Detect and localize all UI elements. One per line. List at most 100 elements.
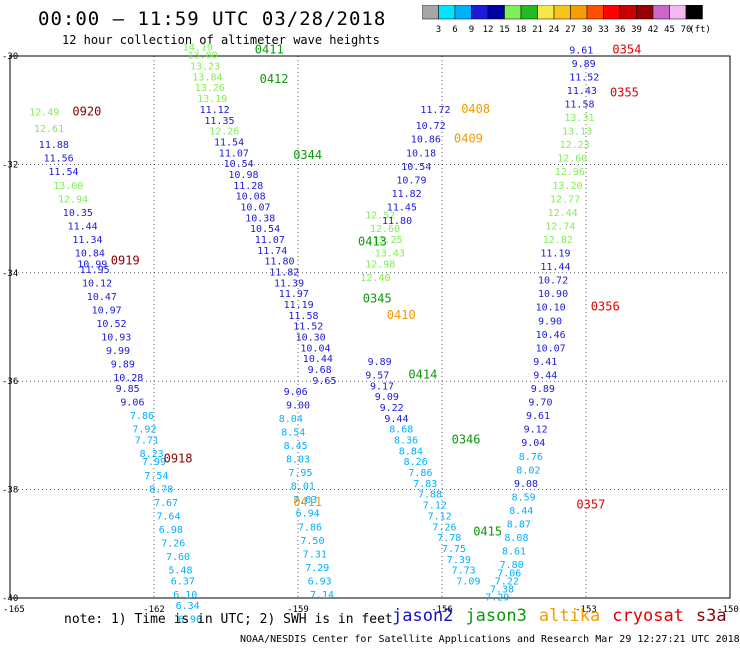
scale-tick-label: 9 (469, 25, 474, 35)
wave-height-point: 8.04 (279, 414, 303, 425)
wave-height-point: 7.83 (413, 479, 437, 490)
y-tick-label: -36 (2, 377, 18, 387)
wave-height-point: 10.07 (536, 343, 566, 354)
scale-swatch (586, 5, 604, 20)
wave-height-point: 7.60 (166, 552, 190, 563)
wave-height-point: 7.73 (452, 566, 476, 577)
wave-height-point: 13.23 (190, 62, 220, 73)
wave-height-point: 9.00 (286, 400, 310, 411)
wave-height-point: 11.39 (274, 278, 304, 289)
wave-height-point: 8.45 (284, 441, 308, 452)
wave-height-point: 9.85 (116, 384, 140, 395)
wave-height-point: 10.84 (75, 249, 105, 260)
wave-height-point: 11.72 (420, 105, 450, 116)
plot-frame (9, 55, 731, 599)
scale-tick-label: 21 (532, 25, 543, 35)
wave-height-point: 9.04 (521, 438, 545, 449)
wave-height-point: 7.29 (305, 563, 329, 574)
wave-height-point: 13.31 (564, 113, 594, 124)
wave-height-point: 9.89 (572, 59, 596, 70)
wave-height-point: 7.39 (447, 555, 471, 566)
wave-height-point: 8.44 (509, 506, 533, 517)
wave-height-point: 9.06 (284, 387, 308, 398)
scale-tick-label: 70 (681, 25, 692, 35)
track-time-label: 0412 (260, 72, 289, 86)
scale-swatch (487, 5, 505, 20)
y-tick-label: -40 (2, 594, 18, 604)
wave-height-point: 11.88 (39, 140, 69, 151)
wave-height-point: 10.72 (416, 121, 446, 132)
wave-height-point: 11.44 (68, 221, 98, 232)
scale-tick-label: 45 (664, 25, 675, 35)
track-time-label: 0414 (408, 367, 437, 381)
wave-height-point: 7.26 (161, 539, 185, 550)
track-time-label: 0356 (591, 300, 620, 314)
y-tick-label: -32 (2, 160, 18, 170)
y-tick-label: -34 (2, 269, 18, 279)
wave-height-point: 10.18 (406, 148, 436, 159)
scale-swatch (685, 5, 703, 20)
wave-height-point: 13.00 (53, 181, 83, 192)
wave-height-point: 10.30 (296, 333, 326, 344)
satellite-legend: jason2 jason3 altika cryosat s3a (392, 606, 740, 626)
chart-subtitle: 12 hour collection of altimeter wave hei… (62, 33, 380, 47)
wave-height-point: 12.77 (550, 194, 580, 205)
wave-height-point: 11.07 (219, 148, 249, 159)
scale-swatch (471, 5, 489, 20)
wave-height-point: 7.88 (418, 490, 442, 501)
scale-tick-label: 27 (565, 25, 576, 35)
legend-entry: s3a (695, 606, 727, 626)
scale-tick-label: 33 (598, 25, 609, 35)
wave-height-point: 8.59 (512, 492, 536, 503)
legend-entry: altika (538, 606, 601, 626)
scale-swatch (537, 5, 555, 20)
wave-height-point: 10.52 (96, 319, 126, 330)
wave-height-point: 6.98 (159, 525, 183, 536)
wave-height-point: 7.86 (130, 411, 154, 422)
wave-height-point: 6.37 (171, 576, 195, 587)
wave-height-point: 12.98 (365, 259, 395, 270)
wave-height-point: 9.44 (384, 414, 408, 425)
wave-height-point: 7.99 (142, 457, 166, 468)
wave-height-point: 11.82 (392, 189, 422, 200)
wave-height-point: 7.12 (428, 511, 452, 522)
track-time-label: 0919 (111, 254, 140, 268)
wave-height-point: 10.44 (303, 354, 333, 365)
wave-height-point: 7.06 (497, 568, 521, 579)
wave-height-point: 7.54 (144, 471, 168, 482)
track-time-label: 0413 (358, 235, 387, 249)
wave-height-point: 11.58 (564, 99, 594, 110)
track-time-label: 0411 (293, 495, 322, 509)
scale-swatch (422, 5, 439, 20)
wave-height-point: 10.72 (538, 276, 568, 287)
wave-height-point: 7.09 (456, 576, 480, 587)
wave-height-point: 11.12 (200, 105, 230, 116)
wave-height-point: 7.71 (135, 436, 159, 447)
wave-height-point: 10.79 (396, 175, 426, 186)
wave-height-point: 6.94 (296, 509, 320, 520)
wave-height-point: 9.70 (528, 398, 552, 409)
wave-height-point: 13.43 (375, 249, 405, 260)
wave-height-point: 10.98 (228, 170, 258, 181)
track-time-label: 0408 (461, 102, 490, 116)
wave-height-point: 7.86 (298, 522, 322, 533)
track-time-label: 0918 (164, 452, 193, 466)
wave-height-point: 7.67 (154, 498, 178, 509)
wave-height-point: 8.36 (394, 436, 418, 447)
wave-height-point: 7.14 (310, 590, 334, 601)
wave-height-point: 12.82 (543, 235, 573, 246)
wave-height-point: 11.19 (284, 300, 314, 311)
wave-height-point: 8.76 (519, 452, 543, 463)
y-tick-label: -30 (2, 52, 18, 62)
wave-height-point: 7.50 (300, 536, 324, 547)
wave-height-point: 9.09 (375, 392, 399, 403)
wave-height-point: 9.22 (380, 403, 404, 414)
scale-swatch (520, 5, 538, 20)
scale-swatch (603, 5, 621, 20)
wave-height-point: 8.23 (140, 449, 164, 460)
wave-height-point: 6.10 (173, 590, 197, 601)
wave-height-point: 11.34 (72, 235, 102, 246)
wave-height-point: 11.82 (269, 268, 299, 279)
wave-height-point: 8.26 (404, 457, 428, 468)
wave-height-point: 10.46 (536, 330, 566, 341)
